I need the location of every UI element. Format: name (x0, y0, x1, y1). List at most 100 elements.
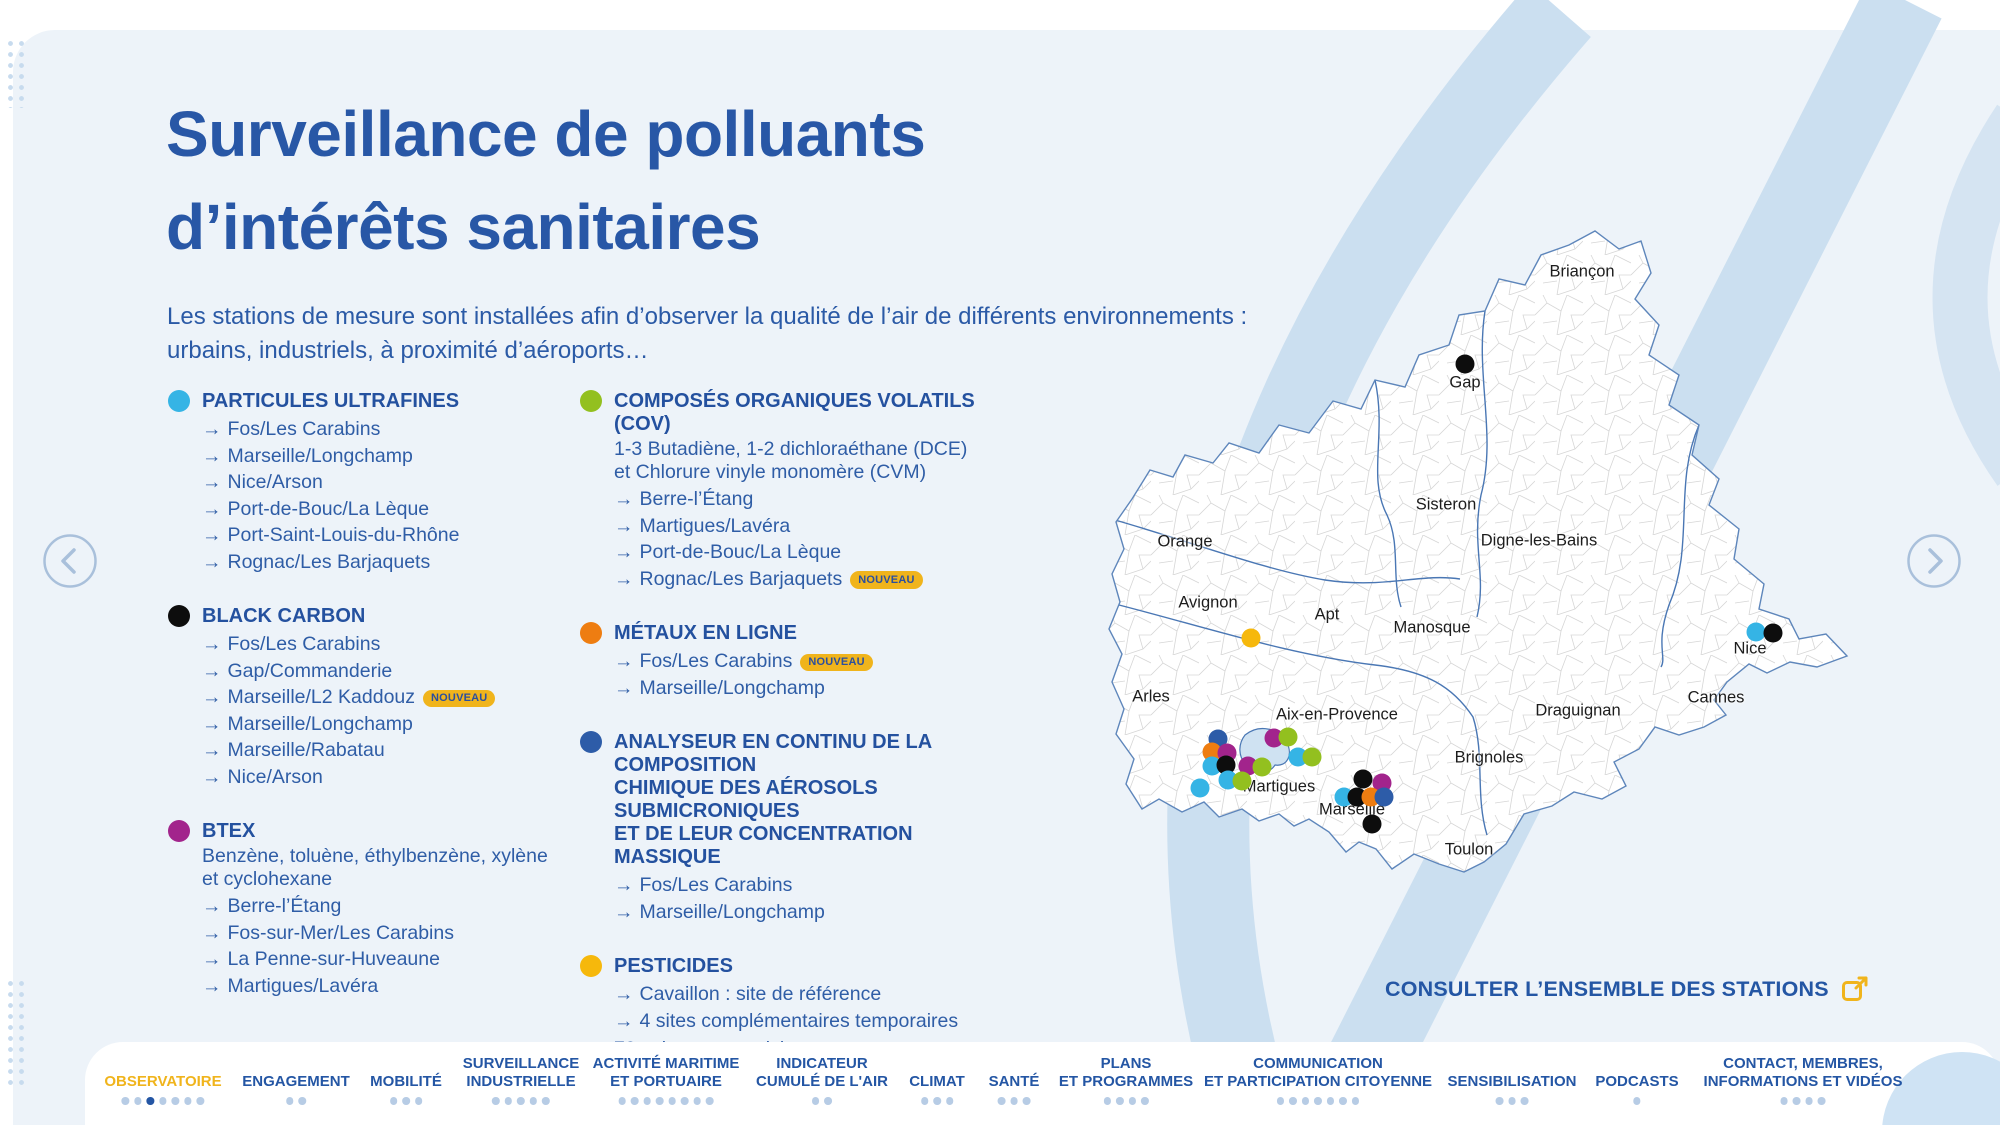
all-stations-link-label: CONSULTER L’ENSEMBLE DES STATIONS (1385, 976, 1829, 1001)
nav-item-activit-maritime-et-portuaire[interactable]: ACTIVITÉ MARITIME ET PORTUAIRE (592, 1050, 740, 1105)
station-list: → Fos/Les Carabins → Gap/Commanderie → Marsei… (202, 631, 553, 790)
corner-dots-decoration (5, 978, 27, 1088)
station-list-item: → Fos/Les Carabins NOUVEAU (614, 648, 1000, 675)
station-list-item: → Marseille/Longchamp (614, 676, 825, 699)
category-title: PESTICIDES (614, 955, 733, 977)
station-list-item: → 4 sites complémentaires temporaires (614, 1009, 959, 1032)
category-color-dot (168, 390, 190, 412)
nav-item-observatoire[interactable]: OBSERVATOIRE (104, 1050, 222, 1105)
arrow-glyph: → (202, 712, 222, 735)
carousel-next-button[interactable] (1906, 533, 1962, 589)
station-list-item: → Nice/Arson (202, 765, 323, 788)
station-list: → Berre-l’Étang → Martigues/Lavéra → Port-de-… (614, 486, 1000, 592)
nav-item-label: PLANS ET PROGRAMMES (1058, 1055, 1194, 1090)
nouveau-badge: NOUVEAU (850, 571, 923, 589)
chevron-left-icon (43, 534, 97, 588)
station-list-item: → Berre-l’Étang (202, 895, 342, 917)
pollutant-category: BTEX Benzène, toluène, éthylbenzène, xylè… (168, 820, 553, 999)
station-list-item: → Fos-sur-Mer/Les Carabins (202, 921, 454, 944)
arrow-glyph: → (614, 541, 634, 563)
nav-item-surveillance-industrielle[interactable]: SURVEILLANCE INDUSTRIELLE (463, 1050, 579, 1105)
nav-item-label: ACTIVITÉ MARITIME ET PORTUAIRE (592, 1055, 740, 1090)
station-list-item: → Marseille/Rabatau (202, 739, 385, 761)
station-list-item: → Marseille/Longchamp (614, 900, 825, 923)
station-list-item: → Berre-l’Étang (614, 488, 754, 510)
nav-item-label: CONTACT, MEMBRES, INFORMATIONS ET VIDÉOS (1703, 1055, 1903, 1090)
carousel-prev-button[interactable] (42, 533, 98, 589)
nav-item-label: PODCASTS (1595, 1072, 1679, 1090)
station-list-item: → Marseille/Longchamp (202, 712, 413, 735)
station-list-item: → Fos/Les Carabins (202, 418, 381, 440)
station-list-item: → Marseille/L2 Kaddouz NOUVEAU (202, 684, 553, 711)
arrow-glyph: → (614, 900, 634, 923)
nav-item-communication-et-participation-citoyenne[interactable]: COMMUNICATION ET PARTICIPATION CITOYENNE (1204, 1050, 1432, 1105)
category-title: BTEX (202, 820, 256, 842)
department-borders (1114, 310, 1700, 836)
nav-item-climat[interactable]: CLIMAT (909, 1050, 965, 1105)
station-list: → Berre-l’Étang → Fos-sur-Mer/Les Carabins →… (202, 893, 553, 999)
nav-item-label: ENGAGEMENT (242, 1072, 350, 1090)
nav-item-page-dots (1276, 1097, 1360, 1105)
station-list: → Fos/Les Carabins NOUVEAU → Marseille/Longc… (614, 648, 1000, 701)
arrow-glyph: → (614, 676, 634, 699)
nav-item-label: CLIMAT (909, 1072, 965, 1090)
station-list-item: → Rognac/Les Barjaquets NOUVEAU (614, 566, 1000, 593)
nav-item-sensibilisation[interactable]: SENSIBILISATION (1447, 1050, 1577, 1105)
station-list-item: → Gap/Commanderie (202, 659, 393, 682)
category-description: 1-3 Butadiène, 1-2 dichloraéthane (DCE) e… (614, 438, 968, 483)
paca-region-shape (1108, 230, 1849, 873)
nav-item-contact-membres-informations-et-vid-os[interactable]: CONTACT, MEMBRES, INFORMATIONS ET VIDÉOS (1703, 1050, 1903, 1105)
nav-item-page-dots (492, 1097, 550, 1105)
pollutant-column-left: PARTICULES ULTRAFINES → Fos/Les Carabins → M… (168, 390, 553, 1029)
nav-item-label: OBSERVATOIRE (104, 1072, 222, 1090)
arrow-glyph: → (614, 874, 634, 896)
pollutant-category: BLACK CARBON → Fos/Les Carabins → Gap/Comman… (168, 605, 553, 790)
category-title: BLACK CARBON (202, 605, 366, 627)
station-list-item: → La Penne-sur-Huveaune (202, 948, 440, 970)
arrow-glyph: → (614, 514, 634, 537)
arrow-glyph: → (202, 550, 222, 573)
arrow-glyph: → (202, 418, 222, 440)
station-list: → Fos/Les Carabins → Marseille/Longchamp → Ni… (202, 416, 553, 575)
nav-item-label: SURVEILLANCE INDUSTRIELLE (462, 1055, 580, 1090)
arrow-glyph: → (202, 739, 222, 761)
nav-item-sant[interactable]: SANTÉ (989, 1050, 1039, 1105)
arrow-glyph: → (614, 983, 634, 1005)
nav-item-page-dots (121, 1097, 205, 1105)
nav-item-mobilit[interactable]: MOBILITÉ (370, 1050, 442, 1105)
nav-item-page-dots (389, 1097, 423, 1105)
category-title: MÉTAUX EN LIGNE (614, 622, 797, 644)
arrow-glyph: → (202, 633, 222, 655)
nav-item-page-dots (285, 1097, 306, 1105)
nouveau-badge: NOUVEAU (423, 689, 496, 707)
pollutant-category: PARTICULES ULTRAFINES → Fos/Les Carabins → M… (168, 390, 553, 575)
nav-item-plans-et-programmes[interactable]: PLANS ET PROGRAMMES (1059, 1050, 1193, 1105)
region-map (1108, 230, 1849, 873)
station-list: → Fos/Les Carabins → Marseille/Longchamp (614, 872, 1000, 925)
nav-item-page-dots (812, 1097, 832, 1105)
category-description: Benzène, toluène, éthylbenzène, xylène et… (202, 845, 548, 890)
station-list-item: → Port-Saint-Louis-du-Rhône (202, 524, 460, 546)
arrow-glyph: → (202, 471, 222, 493)
arrow-glyph: → (202, 974, 222, 997)
arrow-glyph: → (202, 524, 222, 546)
station-list-item: → Cavaillon : site de référence (614, 983, 882, 1005)
nav-item-page-dots (997, 1097, 1031, 1105)
pollutant-category: MÉTAUX EN LIGNE → Fos/Les Carabins NOUVEAU →… (580, 622, 1000, 701)
nav-item-label: COMMUNICATION ET PARTICIPATION CITOYENNE (1203, 1055, 1433, 1090)
station-list-item: → Fos/Les Carabins (614, 874, 793, 896)
station-list-item: → Rognac/Les Barjaquets (202, 550, 431, 573)
nav-item-indicateur-cumul-de-l-air[interactable]: INDICATEUR CUMULÉ DE L'AIR (756, 1050, 888, 1105)
nav-item-label: SENSIBILISATION (1447, 1072, 1577, 1090)
nav-item-engagement[interactable]: ENGAGEMENT (242, 1050, 350, 1105)
nav-item-page-dots (1495, 1097, 1529, 1105)
category-color-dot (580, 955, 602, 977)
category-title: PARTICULES ULTRAFINES (202, 390, 460, 412)
nav-item-podcasts[interactable]: PODCASTS (1595, 1050, 1679, 1105)
arrow-glyph: → (202, 659, 222, 682)
all-stations-link[interactable]: CONSULTER L’ENSEMBLE DES STATIONS (1385, 975, 1869, 1003)
arrow-glyph: → (202, 444, 222, 467)
arrow-glyph: → (614, 650, 634, 672)
station-list-item: → Nice/Arson (202, 471, 323, 493)
